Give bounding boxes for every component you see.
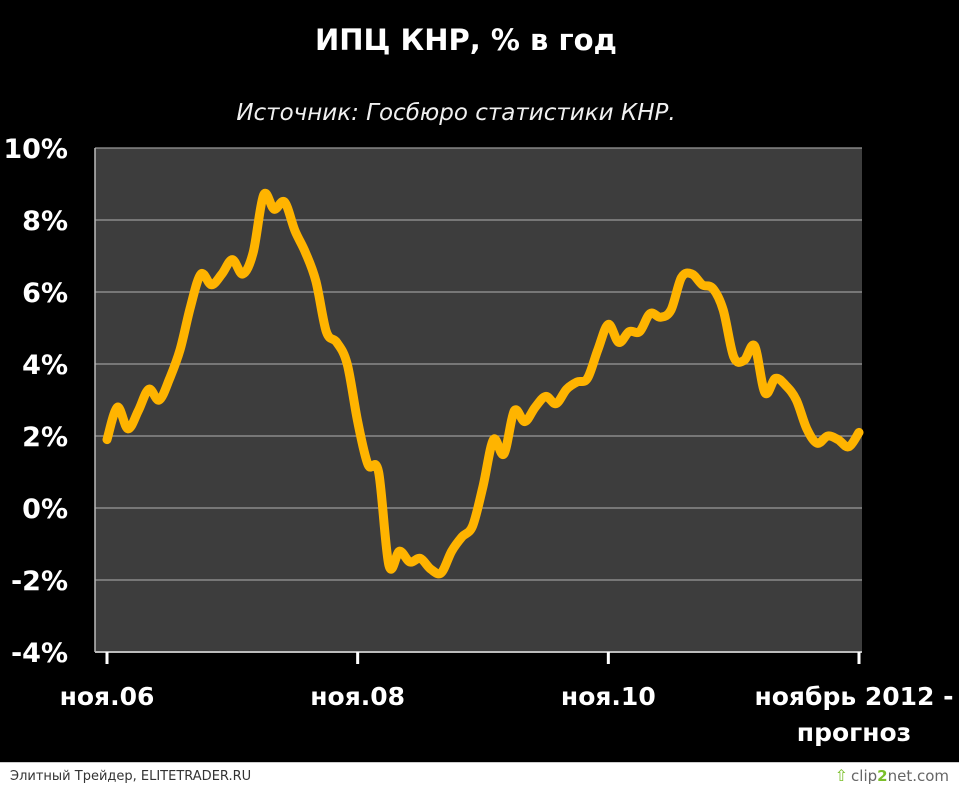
footer-credit: Элитный Трейдер, ELITETRADER.RU bbox=[10, 769, 252, 784]
chart-title: ИПЦ КНР, % в год bbox=[315, 23, 617, 57]
logo-text-pre: clip bbox=[851, 766, 878, 785]
x-tick-label-2: ноя.10 bbox=[561, 682, 656, 711]
y-tick-label-1: 8% bbox=[22, 206, 68, 237]
y-tick-label-4: 2% bbox=[22, 422, 68, 453]
axes bbox=[94, 148, 862, 664]
footer-bar: Элитный Трейдер, ELITETRADER.RU ⇧ clip2n… bbox=[0, 762, 959, 791]
series-line-cpi bbox=[102, 188, 864, 579]
y-tick-label-6: -2% bbox=[11, 566, 68, 597]
logo-text-num: 2 bbox=[877, 766, 888, 785]
y-tick-label-7: -4% bbox=[11, 638, 68, 669]
y-tick-label-5: 0% bbox=[22, 494, 68, 525]
y-tick-label-2: 6% bbox=[22, 278, 68, 309]
y-tick-label-3: 4% bbox=[22, 350, 68, 381]
chart-subtitle: Источник: Госбюро статистики КНР. bbox=[236, 100, 675, 126]
clip2net-logo[interactable]: ⇧ clip2net.com bbox=[835, 766, 949, 785]
logo-text-post: net.com bbox=[887, 766, 949, 785]
x-tick-label-1: ноя.08 bbox=[310, 682, 405, 711]
x-tick-label-0: ноя.06 bbox=[60, 682, 155, 711]
y-axis-tick-labels: 10% 8% 6% 4% 2% 0% -2% -4% bbox=[3, 134, 68, 669]
y-tick-label-0: 10% bbox=[3, 134, 68, 165]
x-tick-label-3: ноябрь 2012 -прогноз bbox=[754, 682, 953, 747]
plot-area bbox=[95, 148, 862, 652]
cpi-line-chart: ИПЦ КНР, % в год Источник: Госбюро стати… bbox=[3, 23, 954, 747]
up-arrow-icon: ⇧ bbox=[834, 766, 849, 785]
x-axis-tick-labels: ноя.06 ноя.08 ноя.10 ноябрь 2012 -прогноз bbox=[60, 682, 954, 747]
